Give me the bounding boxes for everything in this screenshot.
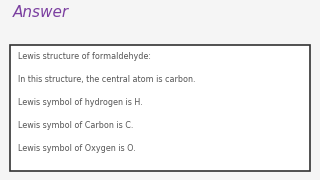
Text: Lewis structure of formaldehyde:: Lewis structure of formaldehyde:	[18, 52, 151, 61]
Text: Lewis symbol of hydrogen is H.: Lewis symbol of hydrogen is H.	[18, 98, 142, 107]
Text: In this structure, the central atom is carbon.: In this structure, the central atom is c…	[18, 75, 195, 84]
Text: Lewis symbol of Carbon is C.: Lewis symbol of Carbon is C.	[18, 121, 133, 130]
FancyBboxPatch shape	[10, 45, 310, 171]
Text: Answer: Answer	[13, 5, 69, 20]
Text: Lewis symbol of Oxygen is O.: Lewis symbol of Oxygen is O.	[18, 144, 135, 153]
